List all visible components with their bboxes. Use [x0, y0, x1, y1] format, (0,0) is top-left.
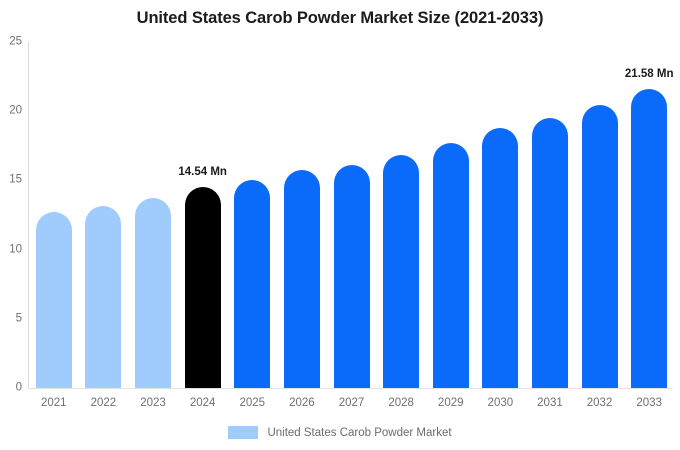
- x-axis-tick-label-2032: 2032: [586, 397, 613, 409]
- bar-2024[interactable]: [184, 186, 221, 388]
- x-axis-tick-label-2026: 2026: [289, 397, 315, 409]
- bar-2027[interactable]: [333, 165, 370, 388]
- y-axis-tick-label: 0: [15, 381, 22, 394]
- x-axis-line: [28, 388, 673, 389]
- x-axis-tick-label-2030: 2030: [487, 397, 514, 409]
- bar-2030[interactable]: [482, 128, 519, 388]
- y-axis-line: [28, 42, 29, 389]
- bar-2023[interactable]: [135, 197, 172, 388]
- bar-2028[interactable]: [383, 154, 420, 388]
- y-axis-tick-label: 15: [9, 173, 22, 186]
- x-axis-tick-label-2028: 2028: [388, 397, 414, 409]
- bar-2029[interactable]: [432, 143, 469, 388]
- legend-swatch: [228, 426, 259, 439]
- y-axis-tick-label: 10: [9, 242, 22, 255]
- chart-legend: United States Carob Powder Market: [0, 426, 680, 439]
- bar-2021[interactable]: [35, 212, 72, 388]
- x-axis-tick-label-2024: 2024: [189, 397, 216, 409]
- x-axis-tick-label-2033: 2033: [636, 397, 662, 409]
- bar-2031[interactable]: [531, 117, 568, 388]
- x-axis-tick-label-2029: 2029: [437, 397, 464, 409]
- plot-area: [28, 42, 673, 388]
- x-axis-tick-label-2023: 2023: [140, 397, 166, 409]
- bar-2026[interactable]: [283, 170, 320, 388]
- x-axis-tick-label-2031: 2031: [537, 397, 563, 409]
- x-axis-tick-label-2025: 2025: [239, 397, 266, 409]
- x-axis-tick-label-2021: 2021: [41, 397, 67, 409]
- y-axis-tick-label: 5: [15, 312, 22, 325]
- legend-item-us-carob-powder-market[interactable]: United States Carob Powder Market: [228, 426, 452, 439]
- chart-title: United States Carob Powder Market Size (…: [136, 9, 544, 27]
- x-axis-tick-label-2027: 2027: [338, 397, 365, 409]
- legend-label: United States Carob Powder Market: [267, 426, 452, 439]
- bar-2025[interactable]: [234, 180, 271, 388]
- bar-2022[interactable]: [85, 206, 122, 388]
- y-axis-tick-label: 25: [9, 35, 22, 48]
- bar-2033[interactable]: [631, 89, 668, 388]
- bar-2032[interactable]: [581, 104, 618, 388]
- bar-value-label-2024: 14.54 Mn: [178, 165, 227, 178]
- y-axis-tick-label: 20: [9, 104, 22, 117]
- x-axis-tick-label-2022: 2022: [90, 397, 117, 409]
- y-axis-tick-labels: 0 5 10 15 20 25: [0, 0, 24, 450]
- bar-value-label-2033: 21.58 Mn: [624, 68, 674, 81]
